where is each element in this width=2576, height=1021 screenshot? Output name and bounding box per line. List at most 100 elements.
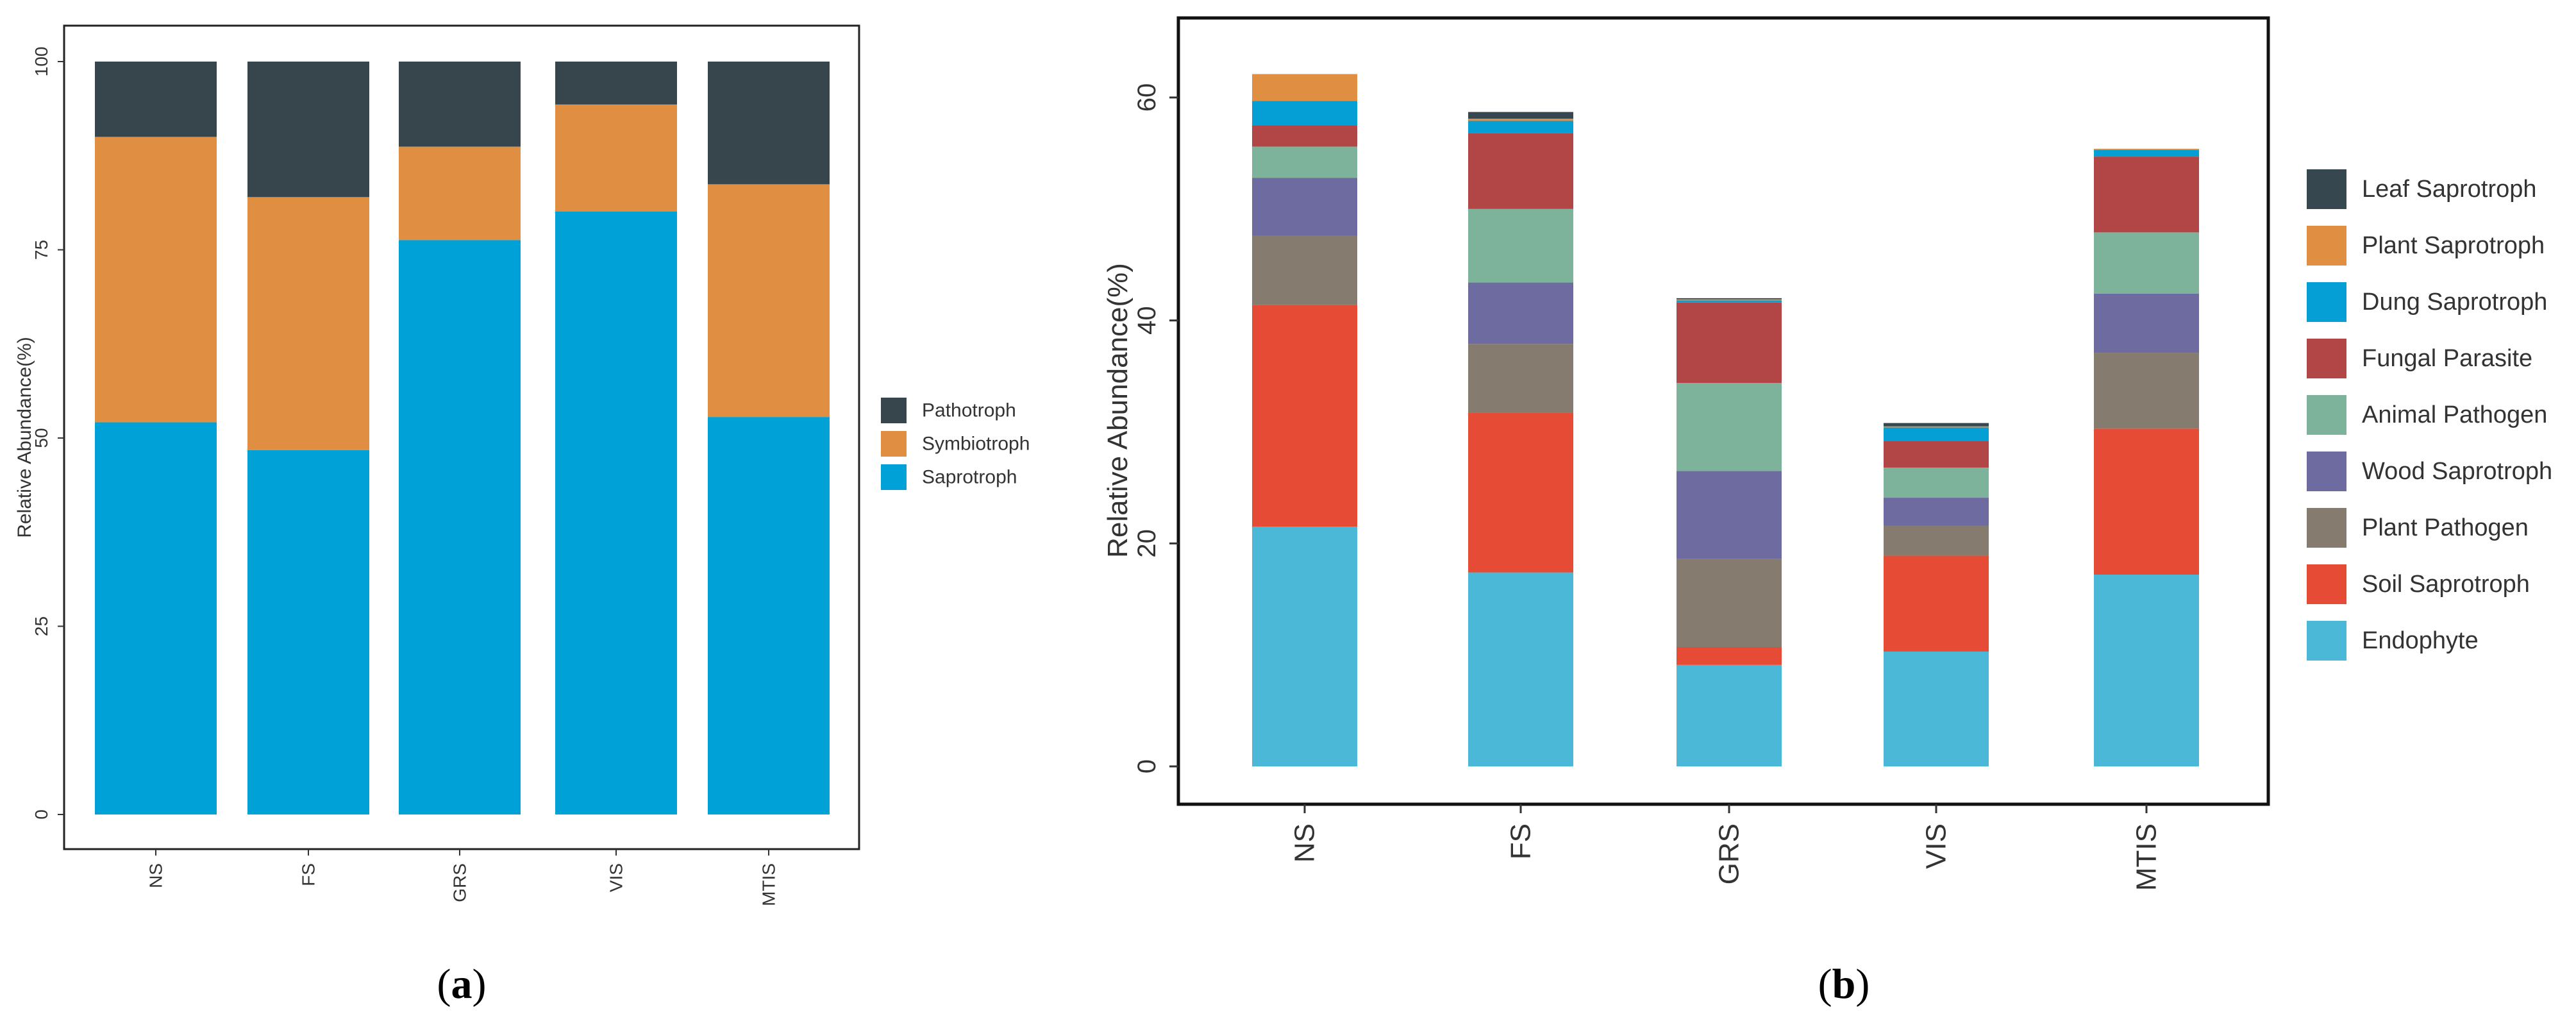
- b-bar-vis-animal-pathogen: [1884, 468, 1989, 498]
- panel-a-y-ticks: 0 25 50 75 100: [31, 47, 64, 820]
- b-bar-fs-plant-pathogen: [1468, 344, 1573, 413]
- b-bar-ns-wood-saprotroph: [1252, 178, 1357, 236]
- b-bar-ns-animal-pathogen: [1252, 146, 1357, 178]
- a-bar-mtis-symbiotroph: [708, 184, 830, 418]
- b-y-tick-label-40: 40: [1133, 306, 1161, 334]
- a-bar-ns-pathotroph: [95, 62, 217, 137]
- b-bar-fs-leaf-saprotroph: [1468, 112, 1573, 119]
- b-legend-swatch-wood-saprotroph: [2307, 451, 2346, 491]
- b-bar-grs-fungal-parasite: [1677, 302, 1782, 384]
- panel-b-x-ticks: NS FS GRS VIS MTIS: [1289, 804, 2162, 891]
- a-x-tick-label-grs: GRS: [450, 863, 470, 902]
- a-bar-ns-symbiotroph: [95, 137, 217, 423]
- b-bar-grs-animal-pathogen: [1677, 383, 1782, 471]
- b-bar-mtis-endophyte: [2094, 575, 2199, 766]
- b-legend-swatch-animal-pathogen: [2307, 395, 2346, 435]
- a-legend-label-pathotroph: Pathotroph: [922, 400, 1016, 421]
- a-y-tick-label-0: 0: [31, 809, 51, 820]
- a-bar-vis-symbiotroph: [555, 104, 677, 212]
- b-bar-grs-endophyte: [1677, 664, 1782, 766]
- b-bar-fs-wood-saprotroph: [1468, 282, 1573, 344]
- a-bar-fs-pathotroph: [247, 62, 369, 198]
- b-legend-swatch-plant-saprotroph: [2307, 226, 2346, 266]
- b-bar-grs-plant-saprotroph: [1677, 299, 1782, 301]
- b-bar-mtis-animal-pathogen: [2094, 232, 2199, 294]
- panel-b-caption: (b): [1818, 961, 1870, 1008]
- a-legend-label-saprotroph: Saprotroph: [922, 467, 1017, 488]
- b-bar-fs-endophyte: [1468, 572, 1573, 766]
- b-bar-mtis-soil-saprotroph: [2094, 428, 2199, 575]
- b-legend-swatch-endophyte: [2307, 621, 2346, 661]
- b-legend-label-fungal-parasite: Fungal Parasite: [2362, 345, 2532, 372]
- a-y-tick-label-25: 25: [31, 616, 51, 636]
- panel-b-legend: Leaf Saprotroph Plant Saprotroph Dung Sapr…: [2307, 169, 2552, 661]
- b-bar-vis-fungal-parasite: [1884, 441, 1989, 468]
- a-bar-vis-saprotroph: [555, 211, 677, 815]
- a-bar-mtis-pathotroph: [708, 62, 830, 185]
- b-x-tick-label-grs: GRS: [1714, 823, 1745, 884]
- b-legend-label-soil-saprotroph: Soil Saprotroph: [2362, 571, 2530, 598]
- b-bar-vis-wood-saprotroph: [1884, 498, 1989, 526]
- b-x-tick-label-vis: VIS: [1921, 823, 1952, 869]
- a-x-tick-label-mtis: MTIS: [759, 863, 779, 906]
- a-x-tick-label-vis: VIS: [606, 863, 626, 892]
- a-legend-swatch-pathotroph: [881, 398, 907, 423]
- b-legend-swatch-fungal-parasite: [2307, 339, 2346, 378]
- b-bar-mtis-plant-pathogen: [2094, 353, 2199, 429]
- b-x-tick-label-mtis: MTIS: [2131, 823, 2162, 891]
- a-bar-grs-symbiotroph: [399, 146, 521, 240]
- panel-a-legend: Pathotroph Symbiotroph Saprotroph: [881, 398, 1030, 490]
- b-legend-swatch-dung-saprotroph: [2307, 282, 2346, 322]
- b-bar-vis-leaf-saprotroph: [1884, 423, 1989, 426]
- panel-b-bars: [1252, 74, 2199, 766]
- b-bar-grs-soil-saprotroph: [1677, 646, 1782, 665]
- a-bar-vis-pathotroph: [555, 62, 677, 105]
- a-y-tick-label-75: 75: [31, 240, 51, 260]
- a-bar-fs-saprotroph: [247, 450, 369, 814]
- b-bar-grs-wood-saprotroph: [1677, 471, 1782, 559]
- panel-a-x-ticks: NS FS GRS VIS MTIS: [146, 849, 779, 906]
- a-bar-grs-saprotroph: [399, 240, 521, 814]
- b-bar-mtis-dung-saprotroph: [2094, 149, 2199, 157]
- b-bar-fs-fungal-parasite: [1468, 133, 1573, 209]
- b-bar-vis-endophyte: [1884, 651, 1989, 766]
- b-legend-label-plant-pathogen: Plant Pathogen: [2362, 514, 2529, 541]
- b-bar-ns-dung-saprotroph: [1252, 101, 1357, 126]
- b-legend-label-wood-saprotroph: Wood Saprotroph: [2362, 458, 2552, 485]
- b-legend-label-endophyte: Endophyte: [2362, 627, 2479, 654]
- b-bar-vis-plant-saprotroph: [1884, 426, 1989, 428]
- b-legend-label-dung-saprotroph: Dung Saprotroph: [2362, 289, 2547, 316]
- panel-a-caption: (a): [437, 961, 487, 1008]
- a-x-tick-label-ns: NS: [146, 863, 166, 888]
- b-y-tick-label-60: 60: [1133, 83, 1161, 112]
- b-bar-grs-dung-saprotroph: [1677, 300, 1782, 303]
- b-bar-mtis-fungal-parasite: [2094, 156, 2199, 233]
- b-legend-label-leaf-saprotroph: Leaf Saprotroph: [2362, 176, 2537, 203]
- b-bar-fs-dung-saprotroph: [1468, 121, 1573, 133]
- panel-b-y-axis-label: Relative Abundance(%): [1102, 263, 1133, 558]
- b-y-tick-label-0: 0: [1133, 759, 1161, 773]
- a-bar-mtis-saprotroph: [708, 417, 830, 814]
- b-bar-ns-endophyte: [1252, 527, 1357, 766]
- a-bar-ns-saprotroph: [95, 422, 217, 814]
- panel-a-chart: 0 25 50 75 100 NS FS GRS VIS MTIS Relative Abund…: [14, 24, 1030, 906]
- b-bar-mtis-wood-saprotroph: [2094, 293, 2199, 353]
- panel-b-y-ticks: 0 20 40 60: [1133, 83, 1178, 773]
- b-bar-fs-animal-pathogen: [1468, 208, 1573, 283]
- b-bar-ns-soil-saprotroph: [1252, 305, 1357, 527]
- b-bar-fs-plant-saprotroph: [1468, 119, 1573, 121]
- b-bar-vis-plant-pathogen: [1884, 525, 1989, 556]
- a-legend-swatch-saprotroph: [881, 464, 907, 490]
- b-legend-swatch-leaf-saprotroph: [2307, 169, 2346, 209]
- b-bar-grs-leaf-saprotroph: [1677, 298, 1782, 300]
- a-legend-swatch-symbiotroph: [881, 431, 907, 457]
- a-bar-fs-symbiotroph: [247, 197, 369, 450]
- panel-a-bars: [95, 62, 830, 815]
- b-x-tick-label-fs: FS: [1505, 823, 1537, 859]
- b-bar-grs-plant-pathogen: [1677, 559, 1782, 647]
- b-bar-ns-plant-pathogen: [1252, 235, 1357, 305]
- b-legend-label-animal-pathogen: Animal Pathogen: [2362, 401, 2547, 428]
- a-legend-label-symbiotroph: Symbiotroph: [922, 434, 1030, 455]
- a-bar-grs-pathotroph: [399, 62, 521, 147]
